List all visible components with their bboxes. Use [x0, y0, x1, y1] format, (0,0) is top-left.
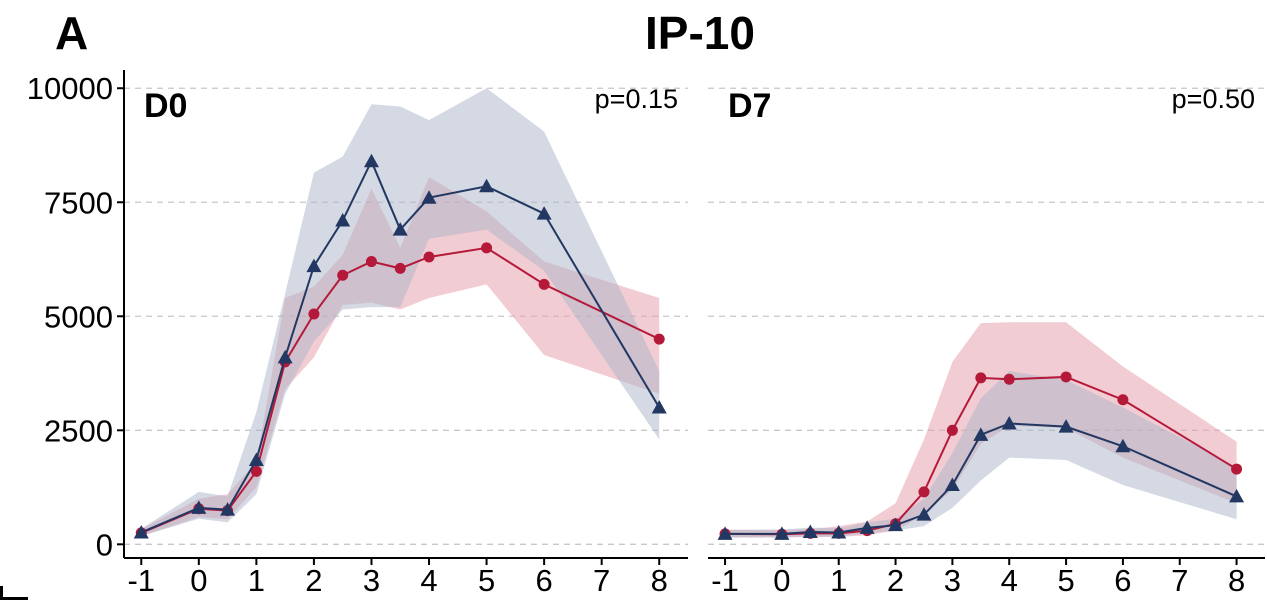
- chart-title: IP-10: [645, 7, 755, 59]
- data-point-triangle: [392, 222, 408, 236]
- chart-panel-d7: -1 0 1 2 3 4 5 6 7 8 D7 p=0.50: [708, 84, 1265, 598]
- data-point-triangle: [363, 153, 379, 168]
- x-tick-label: 8: [651, 563, 668, 598]
- data-point-circle: [946, 424, 958, 436]
- data-point-circle: [1003, 373, 1015, 385]
- data-point-triangle: [717, 526, 733, 540]
- data-point-circle: [1117, 394, 1129, 406]
- y-tick-label: 2500: [44, 413, 113, 448]
- x-tick-label: 1: [248, 563, 265, 598]
- x-tick-label: 4: [420, 563, 437, 598]
- x-tick-label: 4: [1001, 563, 1018, 598]
- ribbon-triangle: [725, 371, 1237, 538]
- y-tick-label: 10000: [27, 71, 113, 106]
- data-point-triangle: [831, 524, 847, 539]
- data-point-triangle: [191, 500, 207, 514]
- x-tick-label: 0: [773, 563, 790, 598]
- data-point-triangle: [1001, 415, 1017, 430]
- data-point-circle: [394, 262, 406, 274]
- data-point-triangle: [133, 524, 149, 539]
- x-tick-label: 7: [593, 563, 610, 598]
- x-tick-label: 5: [478, 563, 495, 598]
- p-value-label: p=0.50: [1172, 84, 1255, 114]
- data-point-triangle: [1058, 419, 1074, 433]
- data-point-triangle: [421, 190, 437, 204]
- data-point-triangle: [220, 502, 236, 516]
- data-point-circle: [538, 278, 550, 290]
- data-point-circle: [918, 486, 930, 498]
- data-point-circle: [365, 256, 377, 268]
- data-point-circle: [1231, 463, 1243, 475]
- x-tick-label: 6: [535, 563, 552, 598]
- data-point-triangle: [651, 399, 667, 414]
- data-point-triangle: [1229, 488, 1245, 503]
- x-tick-label: 2: [887, 563, 904, 598]
- x-tick-label: 8: [1228, 563, 1245, 598]
- data-point-triangle: [335, 213, 351, 227]
- data-point-circle: [250, 465, 262, 477]
- panel-letter: A: [55, 7, 89, 59]
- data-point-triangle: [802, 524, 818, 539]
- x-tick-label: 3: [944, 563, 961, 598]
- x-tick-label: 2: [305, 563, 322, 598]
- data-point-circle: [653, 333, 665, 345]
- data-point-circle: [423, 251, 435, 263]
- data-point-circle: [481, 242, 493, 254]
- p-value-label: p=0.15: [595, 84, 678, 114]
- x-tick-label: 0: [190, 563, 207, 598]
- data-point-triangle: [944, 477, 960, 492]
- data-point-triangle: [479, 178, 495, 193]
- data-point-triangle: [248, 452, 264, 466]
- y-tick-label: 0: [96, 527, 113, 562]
- data-point-circle: [1060, 371, 1072, 383]
- data-point-circle: [975, 372, 987, 384]
- x-tick-label: 6: [1114, 563, 1131, 598]
- ribbon-circle: [141, 177, 660, 537]
- y-tick-label: 7500: [44, 185, 113, 220]
- panel-label: D7: [728, 87, 771, 125]
- x-tick-label: -1: [127, 563, 155, 598]
- panel-label: D0: [144, 87, 187, 125]
- data-point-triangle: [774, 526, 790, 540]
- data-point-triangle: [973, 427, 989, 441]
- x-tick-label: 7: [1171, 563, 1188, 598]
- data-point-triangle: [306, 258, 322, 273]
- x-tick-label: 5: [1057, 563, 1074, 598]
- chart-panel-d0: -1 0 1 2 3 4 5 6 7 8 0 2500 5000 7500 10000 D0 p=0.15: [27, 70, 688, 598]
- data-point-circle: [308, 308, 320, 320]
- x-tick-label: 1: [830, 563, 847, 598]
- x-tick-label: -1: [711, 563, 739, 598]
- ribbon-triangle: [141, 88, 660, 537]
- data-point-triangle: [277, 349, 293, 364]
- data-point-triangle: [859, 520, 875, 534]
- data-point-triangle: [1115, 438, 1131, 453]
- data-point-triangle: [916, 507, 932, 521]
- data-point-triangle: [888, 517, 904, 532]
- corner-mark: [0, 586, 28, 600]
- x-tick-label: 3: [363, 563, 380, 598]
- data-point-circle: [337, 269, 349, 281]
- data-point-triangle: [536, 206, 552, 220]
- y-tick-label: 5000: [44, 299, 113, 334]
